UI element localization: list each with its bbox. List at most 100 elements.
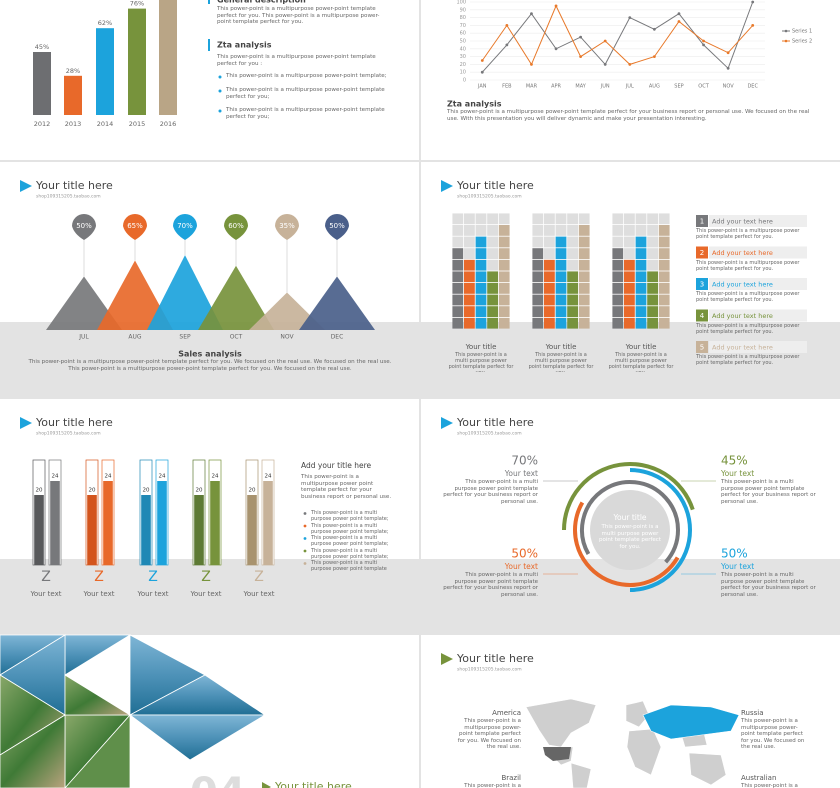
grid-cell	[475, 236, 487, 248]
callout-text: This power-point is a multi purpose powe…	[443, 479, 538, 505]
pin-label: 35%	[279, 222, 295, 230]
grid-cell	[532, 306, 544, 317]
triangle	[299, 276, 375, 330]
grid-cell	[544, 317, 555, 329]
title-icon	[20, 180, 32, 192]
grid-cell	[658, 225, 670, 236]
bar-value-label: 20	[89, 488, 96, 494]
heading: General description	[217, 0, 306, 5]
map-land	[525, 698, 597, 748]
item-title: Add your text here	[712, 312, 773, 320]
y-tick-label: 0	[463, 78, 466, 84]
photo-tile	[128, 714, 267, 761]
line-point	[628, 16, 632, 19]
bar-label-bg	[87, 485, 97, 494]
y-tick-label: 70	[460, 23, 466, 29]
heading: Add your title here	[301, 461, 371, 470]
center-text-box: This power-point is a multi purpose powe…	[599, 524, 661, 550]
y-tick-label: 30	[460, 54, 466, 60]
grid-cell	[544, 213, 555, 225]
slide-url: shop109315205.taobao.com	[457, 667, 522, 673]
grid-cell	[544, 248, 555, 259]
x-tick-label: MAR	[526, 84, 538, 90]
grid-cell	[635, 294, 647, 306]
bar-value-label: 20	[143, 488, 150, 494]
slide-url: shop109315205.taobao.com	[457, 431, 522, 437]
bar-label-bg	[210, 471, 220, 480]
y-tick-label: 60	[460, 31, 466, 37]
grid-cell	[578, 294, 590, 306]
line-point	[579, 55, 583, 58]
grid-cell	[612, 271, 624, 283]
grid-cell	[635, 236, 647, 248]
item-number: 5	[700, 344, 704, 352]
grid-cell	[578, 283, 590, 294]
grid-cell	[612, 294, 624, 306]
block-text: This power-point is a multi purpose powe…	[528, 352, 594, 372]
grid-cell	[567, 259, 578, 271]
item-title: Add your text here	[712, 281, 773, 289]
ring-arc	[629, 468, 692, 592]
grid-cell	[487, 306, 498, 317]
bar	[263, 481, 273, 565]
group-label: Your text	[30, 590, 62, 598]
group-label: Your text	[190, 590, 222, 598]
grid-cell	[498, 283, 510, 294]
line-point	[530, 63, 533, 66]
heading: Zta analysis	[447, 100, 502, 109]
bullet-text: This power-point is a multi purpose powe…	[311, 560, 387, 572]
slide-1: 45% 2012 28% 2013 62% 2014 76% 2015 2016 General …	[0, 0, 419, 160]
grid-cell	[658, 294, 670, 306]
map-land	[625, 700, 650, 728]
line-series	[481, 1, 754, 73]
x-tick-label: JAN	[477, 84, 487, 90]
bullet-dot	[303, 512, 307, 515]
callout-title: Your text	[720, 469, 754, 478]
grid-cell	[647, 283, 658, 294]
bullet-text-box: This power-point is a multi purpose powe…	[311, 560, 387, 572]
grid-cell	[498, 259, 510, 271]
slide-5: Your title here shop109315205.taobao.com 2…	[0, 399, 419, 598]
grid-cell	[544, 271, 555, 283]
grid-cell	[498, 225, 510, 236]
bar	[33, 52, 51, 115]
grid-cell	[635, 248, 647, 259]
legend-swatch-dot	[784, 29, 788, 33]
line-point	[677, 12, 681, 16]
grid-cell	[498, 306, 510, 317]
bar-value-label: 24	[105, 474, 112, 480]
bar-value-label: 20	[249, 488, 256, 494]
section-number: 04	[190, 770, 246, 788]
slide-url: shop109315205.taobao.com	[36, 194, 101, 200]
x-tick-label: SEP	[674, 84, 683, 90]
bar-value-label: 20	[196, 488, 203, 494]
bar-label-bg	[194, 485, 204, 494]
item-title-box	[709, 278, 807, 290]
line-point	[726, 66, 730, 70]
legend-swatch-dot	[784, 39, 788, 43]
title-icon	[20, 417, 32, 429]
title-icon	[441, 417, 453, 429]
grid-cell	[555, 294, 567, 306]
grid-cell	[487, 271, 498, 283]
grid-cell	[464, 225, 475, 236]
grid-cell	[555, 259, 567, 271]
bullet-dot	[218, 75, 222, 79]
grid-cell	[544, 306, 555, 317]
slide-url: shop109315205.taobao.com	[36, 431, 101, 437]
bullet-dot	[218, 89, 222, 93]
region-name: Russia	[741, 709, 764, 717]
callout-value: 50%	[511, 547, 538, 561]
callout-text-box: This power-point is a multi purpose powe…	[443, 479, 538, 505]
bullet-text: This power-point is a multi purpose powe…	[311, 535, 389, 547]
bar	[210, 481, 220, 565]
grid-cell	[647, 259, 658, 271]
grid-cell	[475, 317, 487, 329]
bullet-text-box: This power-point is a multipurpose power…	[226, 73, 387, 79]
region-text: This power-point is a multipurpose power…	[741, 783, 798, 788]
item-text: This power-point is a multipurpose power…	[696, 259, 800, 272]
grid-cell	[475, 294, 487, 306]
item-number-box	[696, 278, 708, 290]
